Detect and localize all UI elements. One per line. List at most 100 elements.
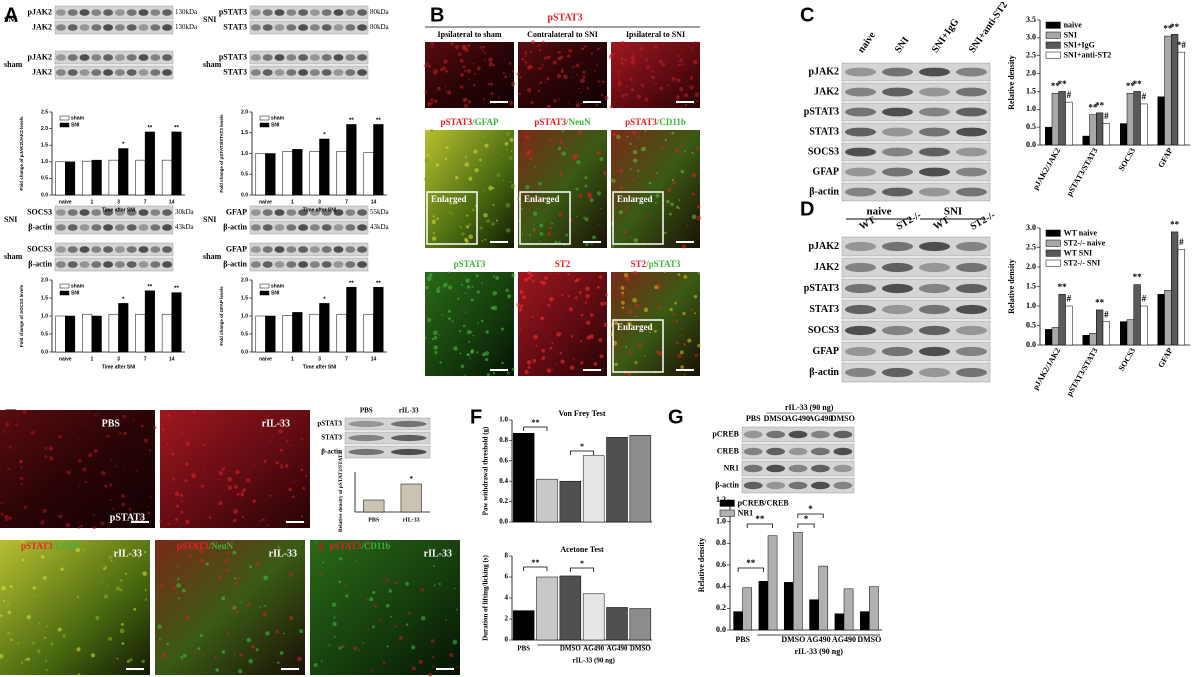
texture — [226, 632, 230, 636]
texture — [456, 540, 459, 543]
texture — [46, 625, 49, 628]
texture — [449, 201, 453, 205]
texture — [671, 76, 676, 81]
band — [150, 246, 161, 253]
bar — [265, 315, 276, 353]
bar — [108, 159, 119, 196]
texture — [509, 181, 512, 184]
blot-row — [249, 257, 369, 272]
texture — [123, 431, 127, 436]
bar — [1133, 284, 1141, 346]
legend-swatch — [719, 509, 735, 517]
panel-letter: A — [4, 4, 18, 26]
blot-row — [841, 341, 991, 362]
bar — [512, 610, 535, 641]
bar — [346, 286, 357, 353]
texture — [439, 555, 441, 557]
texture — [233, 518, 237, 523]
texture — [318, 547, 323, 552]
texture — [516, 72, 520, 76]
texture — [136, 469, 138, 472]
texture — [569, 365, 575, 371]
comparison-label: ** — [755, 514, 765, 524]
texture — [239, 603, 241, 605]
column-header: Ipsilateral to sham — [438, 30, 502, 39]
texture — [185, 615, 190, 620]
band — [309, 24, 320, 31]
image-label: pSTAT3/NeuN — [177, 541, 234, 551]
texture — [454, 175, 459, 180]
band — [844, 304, 877, 315]
texture — [490, 131, 494, 135]
texture — [289, 616, 294, 621]
band — [55, 224, 66, 231]
band — [345, 69, 356, 76]
texture — [180, 431, 183, 434]
texture — [540, 316, 545, 321]
bar — [373, 124, 384, 196]
texture — [495, 276, 500, 280]
texture — [320, 660, 323, 663]
texture — [373, 604, 378, 608]
texture — [305, 521, 308, 524]
texture — [431, 655, 435, 659]
band — [955, 283, 988, 294]
band — [298, 24, 309, 31]
texture — [182, 659, 184, 661]
texture — [463, 103, 468, 109]
row-label: β-actin — [321, 448, 342, 456]
texture — [428, 673, 433, 677]
texture — [490, 92, 494, 96]
micrograph — [425, 130, 514, 248]
texture — [532, 279, 536, 282]
band — [126, 224, 137, 231]
texture — [529, 50, 532, 53]
band — [298, 246, 309, 253]
band — [918, 367, 951, 378]
band — [262, 246, 273, 253]
size-label: 55kDa — [370, 208, 390, 216]
texture — [223, 621, 225, 624]
y-axis-label: Relative density — [1007, 259, 1016, 313]
blot-row — [54, 65, 174, 80]
texture — [6, 602, 11, 607]
texture — [555, 363, 557, 366]
texture — [444, 157, 448, 161]
bar — [1140, 305, 1148, 346]
texture — [677, 354, 682, 359]
texture — [543, 56, 548, 60]
texture — [432, 215, 435, 218]
texture — [433, 99, 438, 104]
texture — [678, 207, 681, 210]
texture — [621, 300, 625, 305]
band — [357, 24, 368, 31]
texture — [579, 91, 582, 94]
inset-label: Enlarged — [617, 322, 653, 332]
texture — [78, 437, 80, 440]
band — [918, 262, 951, 273]
texture — [26, 615, 31, 620]
texture — [454, 151, 458, 155]
y-axis-label: Fold change of pJAK2/JAK2 levels — [19, 116, 24, 191]
micrograph — [0, 410, 155, 528]
texture — [224, 558, 229, 563]
texture — [208, 516, 212, 519]
texture — [62, 634, 66, 638]
texture — [245, 478, 251, 483]
texture — [525, 152, 530, 157]
texture — [233, 654, 235, 656]
label-part: pSTAT3 — [21, 541, 53, 551]
y-tick-label: 1.0 — [499, 416, 508, 424]
texture — [656, 172, 659, 175]
group-label: SNI — [944, 206, 962, 218]
texture — [176, 583, 181, 588]
y-axis-label: Paw withdrawal threshold (g) — [482, 426, 490, 515]
bar — [1096, 112, 1104, 146]
band — [881, 325, 914, 336]
band — [321, 9, 332, 16]
band — [286, 261, 297, 268]
y-tick-label: 2.0 — [41, 277, 48, 283]
texture — [279, 651, 284, 655]
blot-row — [841, 299, 991, 320]
